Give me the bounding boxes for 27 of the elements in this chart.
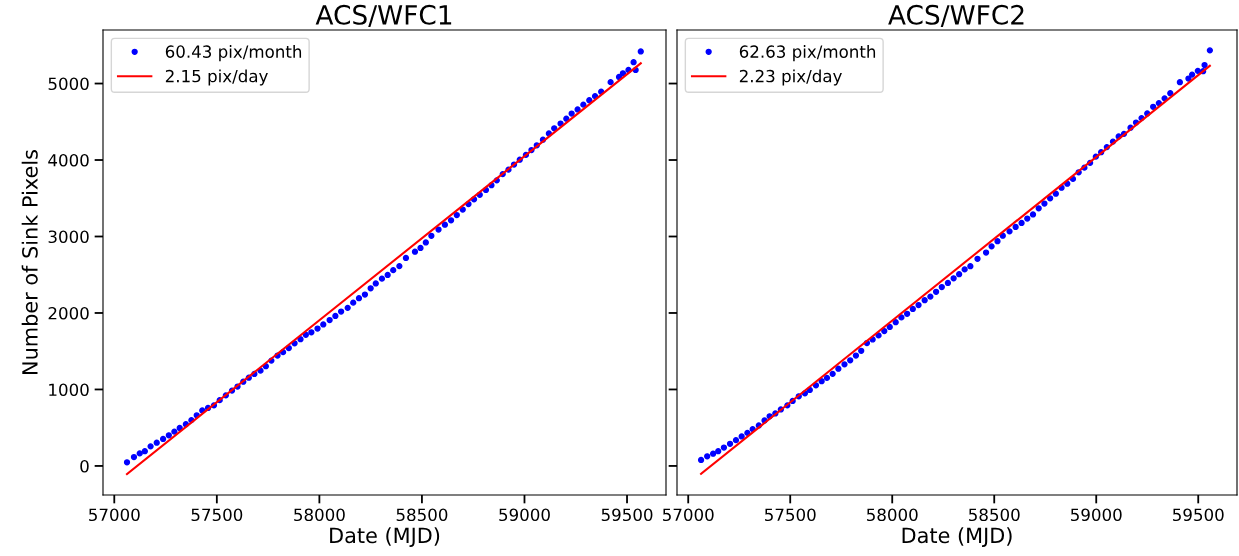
x-tick-label: 59000 bbox=[499, 508, 550, 522]
legend-label: 62.63 pix/month bbox=[739, 45, 876, 62]
y-tick-label: 3000 bbox=[48, 230, 89, 244]
chart-title: ACS/WFC1 bbox=[315, 4, 452, 27]
x-tick-label: 58500 bbox=[396, 508, 448, 522]
x-tick-label: 57500 bbox=[765, 508, 816, 522]
x-tick-label: 58000 bbox=[867, 508, 918, 522]
x-axis-title: Date (MJD) bbox=[330, 527, 440, 548]
x-tick-label: 57500 bbox=[191, 508, 243, 522]
x-tick-label: 59500 bbox=[601, 508, 653, 522]
legend-label: 2.15 pix/day bbox=[165, 69, 268, 86]
x-axis-title: Date (MJD) bbox=[902, 527, 1012, 548]
y-tick-label: 0 bbox=[80, 459, 89, 473]
y-tick-label: 4000 bbox=[48, 153, 89, 167]
chart-title: ACS/WFC2 bbox=[888, 4, 1024, 27]
legend-label: 60.43 pix/month bbox=[165, 45, 302, 62]
y-tick-label: 2000 bbox=[48, 306, 89, 320]
y-tick-label: 5000 bbox=[48, 77, 89, 91]
x-tick-label: 59500 bbox=[1173, 508, 1224, 522]
x-tick-label: 58000 bbox=[294, 508, 345, 522]
x-tick-label: 59000 bbox=[1071, 508, 1122, 522]
y-tick-label: 1000 bbox=[49, 383, 89, 397]
legend-label: 2.23 pix/day bbox=[739, 69, 842, 86]
x-tick-label: 57000 bbox=[89, 508, 140, 522]
x-tick-label: 58500 bbox=[969, 508, 1020, 522]
y-axis-title: Number of Sink Pixels bbox=[21, 150, 38, 374]
x-tick-label: 57000 bbox=[663, 508, 714, 522]
